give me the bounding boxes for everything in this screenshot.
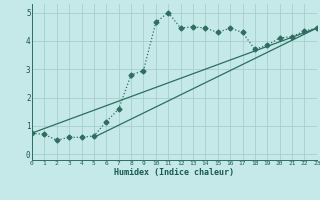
- X-axis label: Humidex (Indice chaleur): Humidex (Indice chaleur): [115, 168, 234, 177]
